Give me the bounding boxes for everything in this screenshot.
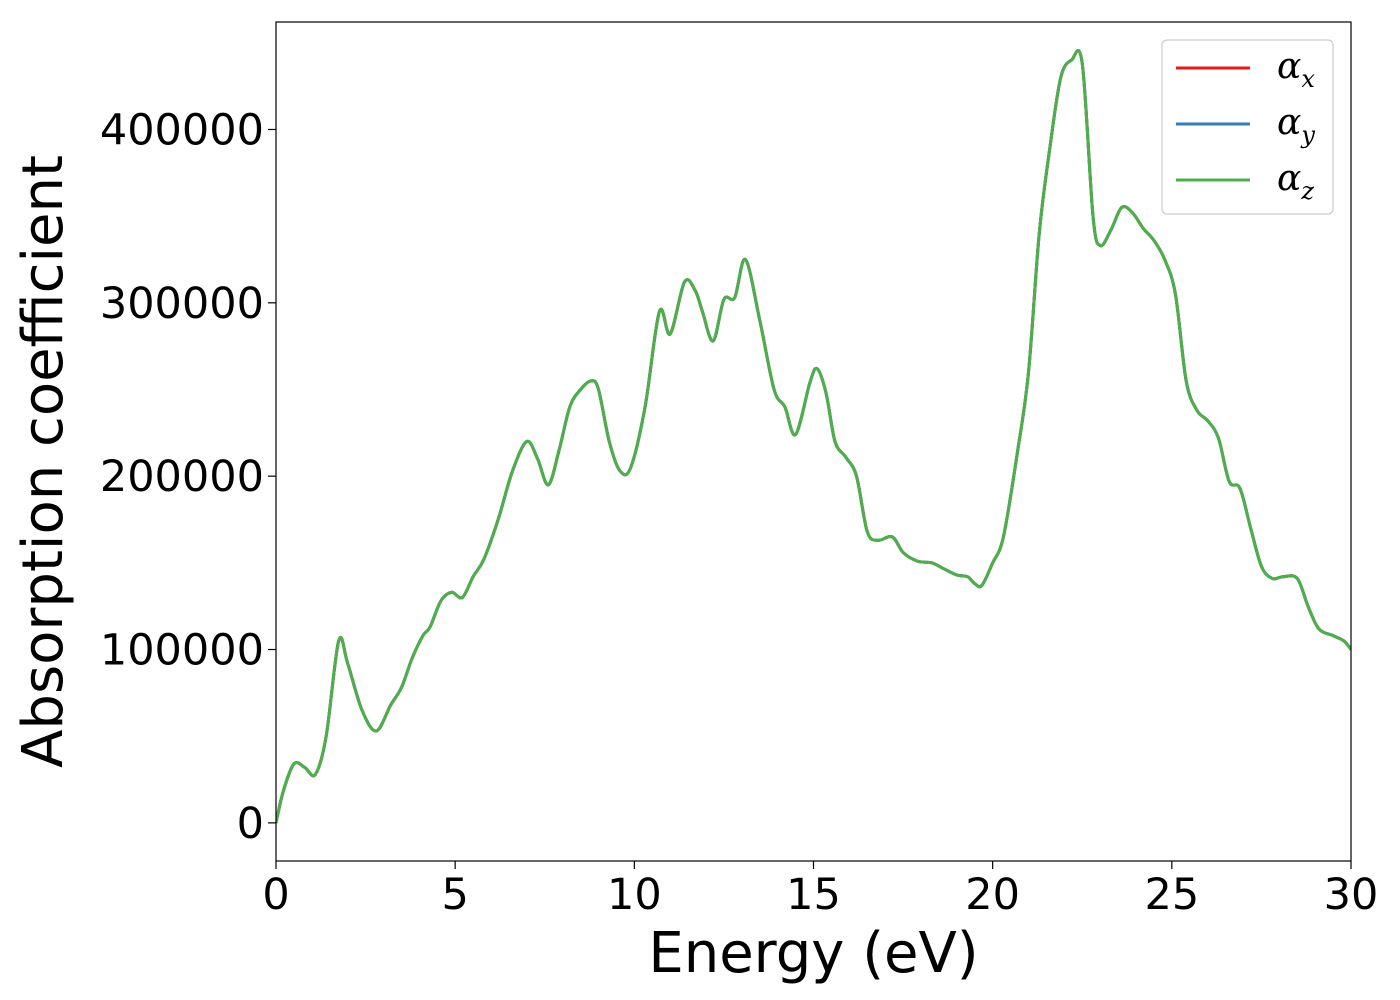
y-tick-label-3: 300000 bbox=[100, 279, 264, 329]
x-tick-label-1: 5 bbox=[441, 870, 468, 920]
x-axis-label: Energy (eV) bbox=[648, 921, 978, 986]
x-tick-label-3: 15 bbox=[786, 870, 841, 920]
series-layer bbox=[276, 48, 1351, 824]
x-tick-label-2: 10 bbox=[607, 870, 662, 920]
x-tick-label-0: 0 bbox=[262, 870, 289, 920]
y-tick-label-2: 200000 bbox=[100, 452, 264, 502]
x-tick-label-4: 20 bbox=[965, 870, 1020, 920]
legend-entry-0: αx bbox=[1277, 46, 1315, 93]
y-tick-label-1: 100000 bbox=[100, 626, 264, 676]
x-tick-label-5: 25 bbox=[1144, 870, 1199, 920]
legend-frame bbox=[1161, 39, 1334, 215]
x-tick-label-6: 30 bbox=[1324, 870, 1379, 920]
legend-entry-1: αy bbox=[1277, 102, 1315, 149]
chart-legend: αx αy αz bbox=[1161, 39, 1334, 215]
x-axis-ticks: 0 5 10 15 20 25 30 bbox=[262, 861, 1378, 920]
y-tick-label-0: 0 bbox=[237, 799, 264, 849]
y-axis-label: Absorption coefficient bbox=[11, 155, 76, 768]
y-axis-ticks: 0 100000 200000 300000 400000 bbox=[100, 105, 276, 849]
y-tick-label-4: 400000 bbox=[100, 105, 264, 155]
series-line-2 bbox=[276, 48, 1351, 824]
legend-entry-2: αz bbox=[1277, 158, 1314, 205]
